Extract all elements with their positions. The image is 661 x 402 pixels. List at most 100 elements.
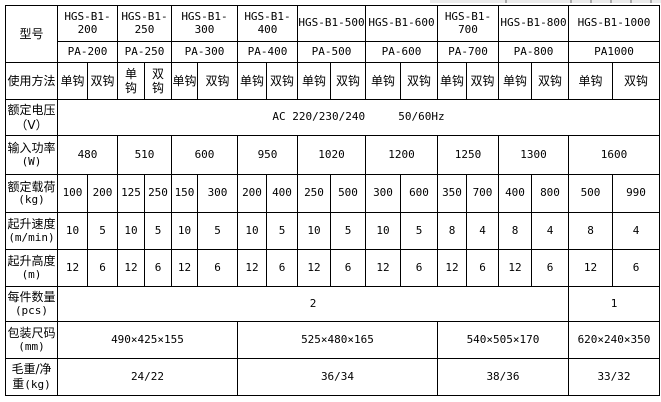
pa-model-cell: PA1000 — [568, 41, 660, 63]
usage-cell: 双钩 — [330, 62, 366, 100]
model-cell: HGS-B1-250 — [117, 5, 172, 42]
speed-cell: 5 — [400, 212, 438, 250]
pa-model-cell: PA-700 — [437, 41, 499, 63]
row-label-model: 型号 — [5, 5, 58, 63]
load-cell: 200 — [87, 174, 118, 213]
usage-cell: 单钩 — [117, 62, 145, 100]
power-cell: 1300 — [498, 135, 569, 175]
usage-cell: 单钩 — [437, 62, 467, 100]
height-cell: 6 — [330, 249, 366, 287]
packing-cell: 540×505×170 — [437, 321, 569, 359]
usage-cell: 双钩 — [612, 62, 660, 100]
load-cell: 250 — [144, 174, 172, 213]
power-cell: 1250 — [437, 135, 499, 175]
speed-cell: 10 — [117, 212, 145, 250]
power-cell: 1600 — [568, 135, 660, 175]
row-pa-model: PA-200 PA-250 PA-300 PA-400 PA-500 PA-60… — [6, 41, 660, 63]
row-label-quantity: 每件数量 (pcs) — [5, 286, 58, 322]
height-cell: 12 — [568, 249, 613, 287]
weight-cell: 38/36 — [437, 358, 569, 396]
pa-model-cell: PA-600 — [365, 41, 438, 63]
model-cell: HGS-B1-300 — [171, 5, 238, 42]
load-cell: 990 — [612, 174, 660, 213]
power-cell: 480 — [57, 135, 118, 175]
usage-cell: 双钩 — [466, 62, 499, 100]
row-load: 额定载荷 (kg) 100 200 125 250 150 300 200 40… — [5, 174, 660, 213]
height-cell: 12 — [237, 249, 267, 287]
weight-cell: 33/32 — [568, 358, 660, 396]
model-cell: HGS-B1-800 — [498, 5, 569, 42]
load-cell: 600 — [400, 174, 438, 213]
power-cell: 1200 — [365, 135, 438, 175]
usage-cell: 单钩 — [568, 62, 613, 100]
row-model: 型号 HGS-B1-200 HGS-B1-250 HGS-B1-300 HGS-… — [5, 5, 660, 63]
packing-cell: 620×240×350 — [568, 321, 660, 359]
row-packing: 包装尺码 (mm) 490×425×155 525×480×165 540×50… — [5, 321, 660, 359]
load-cell: 350 — [437, 174, 467, 213]
load-cell: 400 — [498, 174, 532, 213]
height-cell: 12 — [57, 249, 88, 287]
speed-cell: 10 — [57, 212, 88, 250]
speed-cell: 5 — [197, 212, 238, 250]
usage-cell: 双钩 — [87, 62, 118, 100]
load-cell: 250 — [297, 174, 331, 213]
row-speed: 起升速度 (m/min) 10 5 10 5 10 5 10 5 10 5 10… — [5, 212, 660, 250]
height-cell: 12 — [171, 249, 198, 287]
pa-model-cell: PA-800 — [498, 41, 569, 63]
height-cell: 6 — [612, 249, 660, 287]
pa-model-cell: PA-300 — [171, 41, 238, 63]
cropped-ui-artifact — [430, 0, 661, 3]
speed-cell: 4 — [466, 212, 499, 250]
speed-cell: 5 — [87, 212, 118, 250]
speed-cell: 10 — [365, 212, 401, 250]
row-lift-height: 起升高度 (m) 12 6 12 6 12 6 12 6 12 6 12 6 1… — [5, 249, 660, 287]
speed-cell: 5 — [330, 212, 366, 250]
row-label-weight: 毛重/净重(kg) — [5, 358, 58, 396]
packing-cell: 490×425×155 — [57, 321, 238, 359]
usage-cell: 单钩 — [498, 62, 532, 100]
usage-cell: 双钩 — [266, 62, 298, 100]
height-cell: 6 — [466, 249, 499, 287]
usage-cell: 双钩 — [197, 62, 238, 100]
speed-cell: 10 — [297, 212, 331, 250]
load-cell: 500 — [330, 174, 366, 213]
height-cell: 6 — [266, 249, 298, 287]
load-cell: 800 — [531, 174, 569, 213]
power-cell: 1020 — [297, 135, 366, 175]
height-cell: 6 — [144, 249, 172, 287]
load-cell: 300 — [197, 174, 238, 213]
quantity-cell: 1 — [568, 286, 660, 322]
speed-cell: 8 — [568, 212, 613, 250]
height-cell: 12 — [117, 249, 145, 287]
speed-cell: 4 — [531, 212, 569, 250]
power-cell: 510 — [117, 135, 172, 175]
model-cell: HGS-B1-400 — [237, 5, 298, 42]
row-label-lift-height: 起升高度 (m) — [5, 249, 58, 287]
load-cell: 150 — [171, 174, 198, 213]
speed-cell: 10 — [237, 212, 267, 250]
row-weight: 毛重/净重(kg) 24/22 36/34 38/36 33/32 — [5, 358, 660, 396]
voltage-value-cell: AC 220/230/240 50/60Hz — [57, 99, 660, 136]
row-label-load: 额定载荷 (kg) — [5, 174, 58, 213]
height-cell: 12 — [437, 249, 467, 287]
model-cell: HGS-B1-200 — [57, 5, 118, 42]
quantity-cell: 2 — [57, 286, 569, 322]
load-cell: 100 — [57, 174, 88, 213]
height-cell: 6 — [531, 249, 569, 287]
weight-cell: 36/34 — [237, 358, 438, 396]
model-cell: HGS-B1-500 — [297, 5, 366, 42]
speed-cell: 5 — [144, 212, 172, 250]
height-cell: 12 — [365, 249, 401, 287]
speed-cell: 10 — [171, 212, 198, 250]
pa-model-cell: PA-250 — [117, 41, 172, 63]
load-cell: 700 — [466, 174, 499, 213]
load-cell: 125 — [117, 174, 145, 213]
model-cell: HGS-B1-600 — [365, 5, 438, 42]
power-cell: 600 — [171, 135, 238, 175]
power-cell: 950 — [237, 135, 298, 175]
speed-cell: 5 — [266, 212, 298, 250]
load-cell: 500 — [568, 174, 613, 213]
load-cell: 200 — [237, 174, 267, 213]
packing-cell: 525×480×165 — [237, 321, 438, 359]
